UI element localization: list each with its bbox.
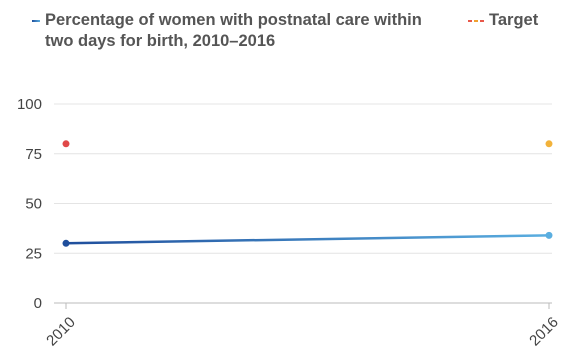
chart-legend: Percentage of women with postnatal care … (32, 10, 559, 60)
y-tick-label-100: 100 (17, 96, 42, 113)
legend-label-target: Target (489, 11, 539, 29)
legend-item-target: Target (468, 10, 538, 31)
y-tick-label-0: 0 (34, 295, 42, 312)
y-tick-label-25: 25 (25, 245, 42, 262)
legend-swatch-postnatal-care (32, 20, 40, 22)
legend-swatch-target (468, 20, 484, 22)
x-tick-label-2010: 2010 (43, 314, 79, 350)
target-point-2010[interactable] (62, 140, 70, 148)
target-point-2016[interactable] (545, 140, 553, 148)
y-tick-label-50: 50 (25, 196, 42, 213)
series-line-postnatal-care (65, 234, 550, 245)
postnatal-care-point-2016[interactable] (545, 231, 553, 239)
x-tick-label-2016: 2016 (526, 314, 562, 350)
postnatal-care-point-2010[interactable] (62, 239, 70, 247)
gridlines (54, 103, 552, 304)
y-axis: 0 25 50 75 100 (17, 96, 42, 312)
legend-label-postnatal-care: Percentage of women with postnatal care … (45, 11, 422, 50)
x-axis: 2010 2016 (43, 303, 562, 349)
series-group (62, 140, 553, 247)
y-tick-label-75: 75 (25, 146, 42, 163)
legend-item-postnatal-care: Percentage of women with postnatal care … (32, 10, 432, 52)
